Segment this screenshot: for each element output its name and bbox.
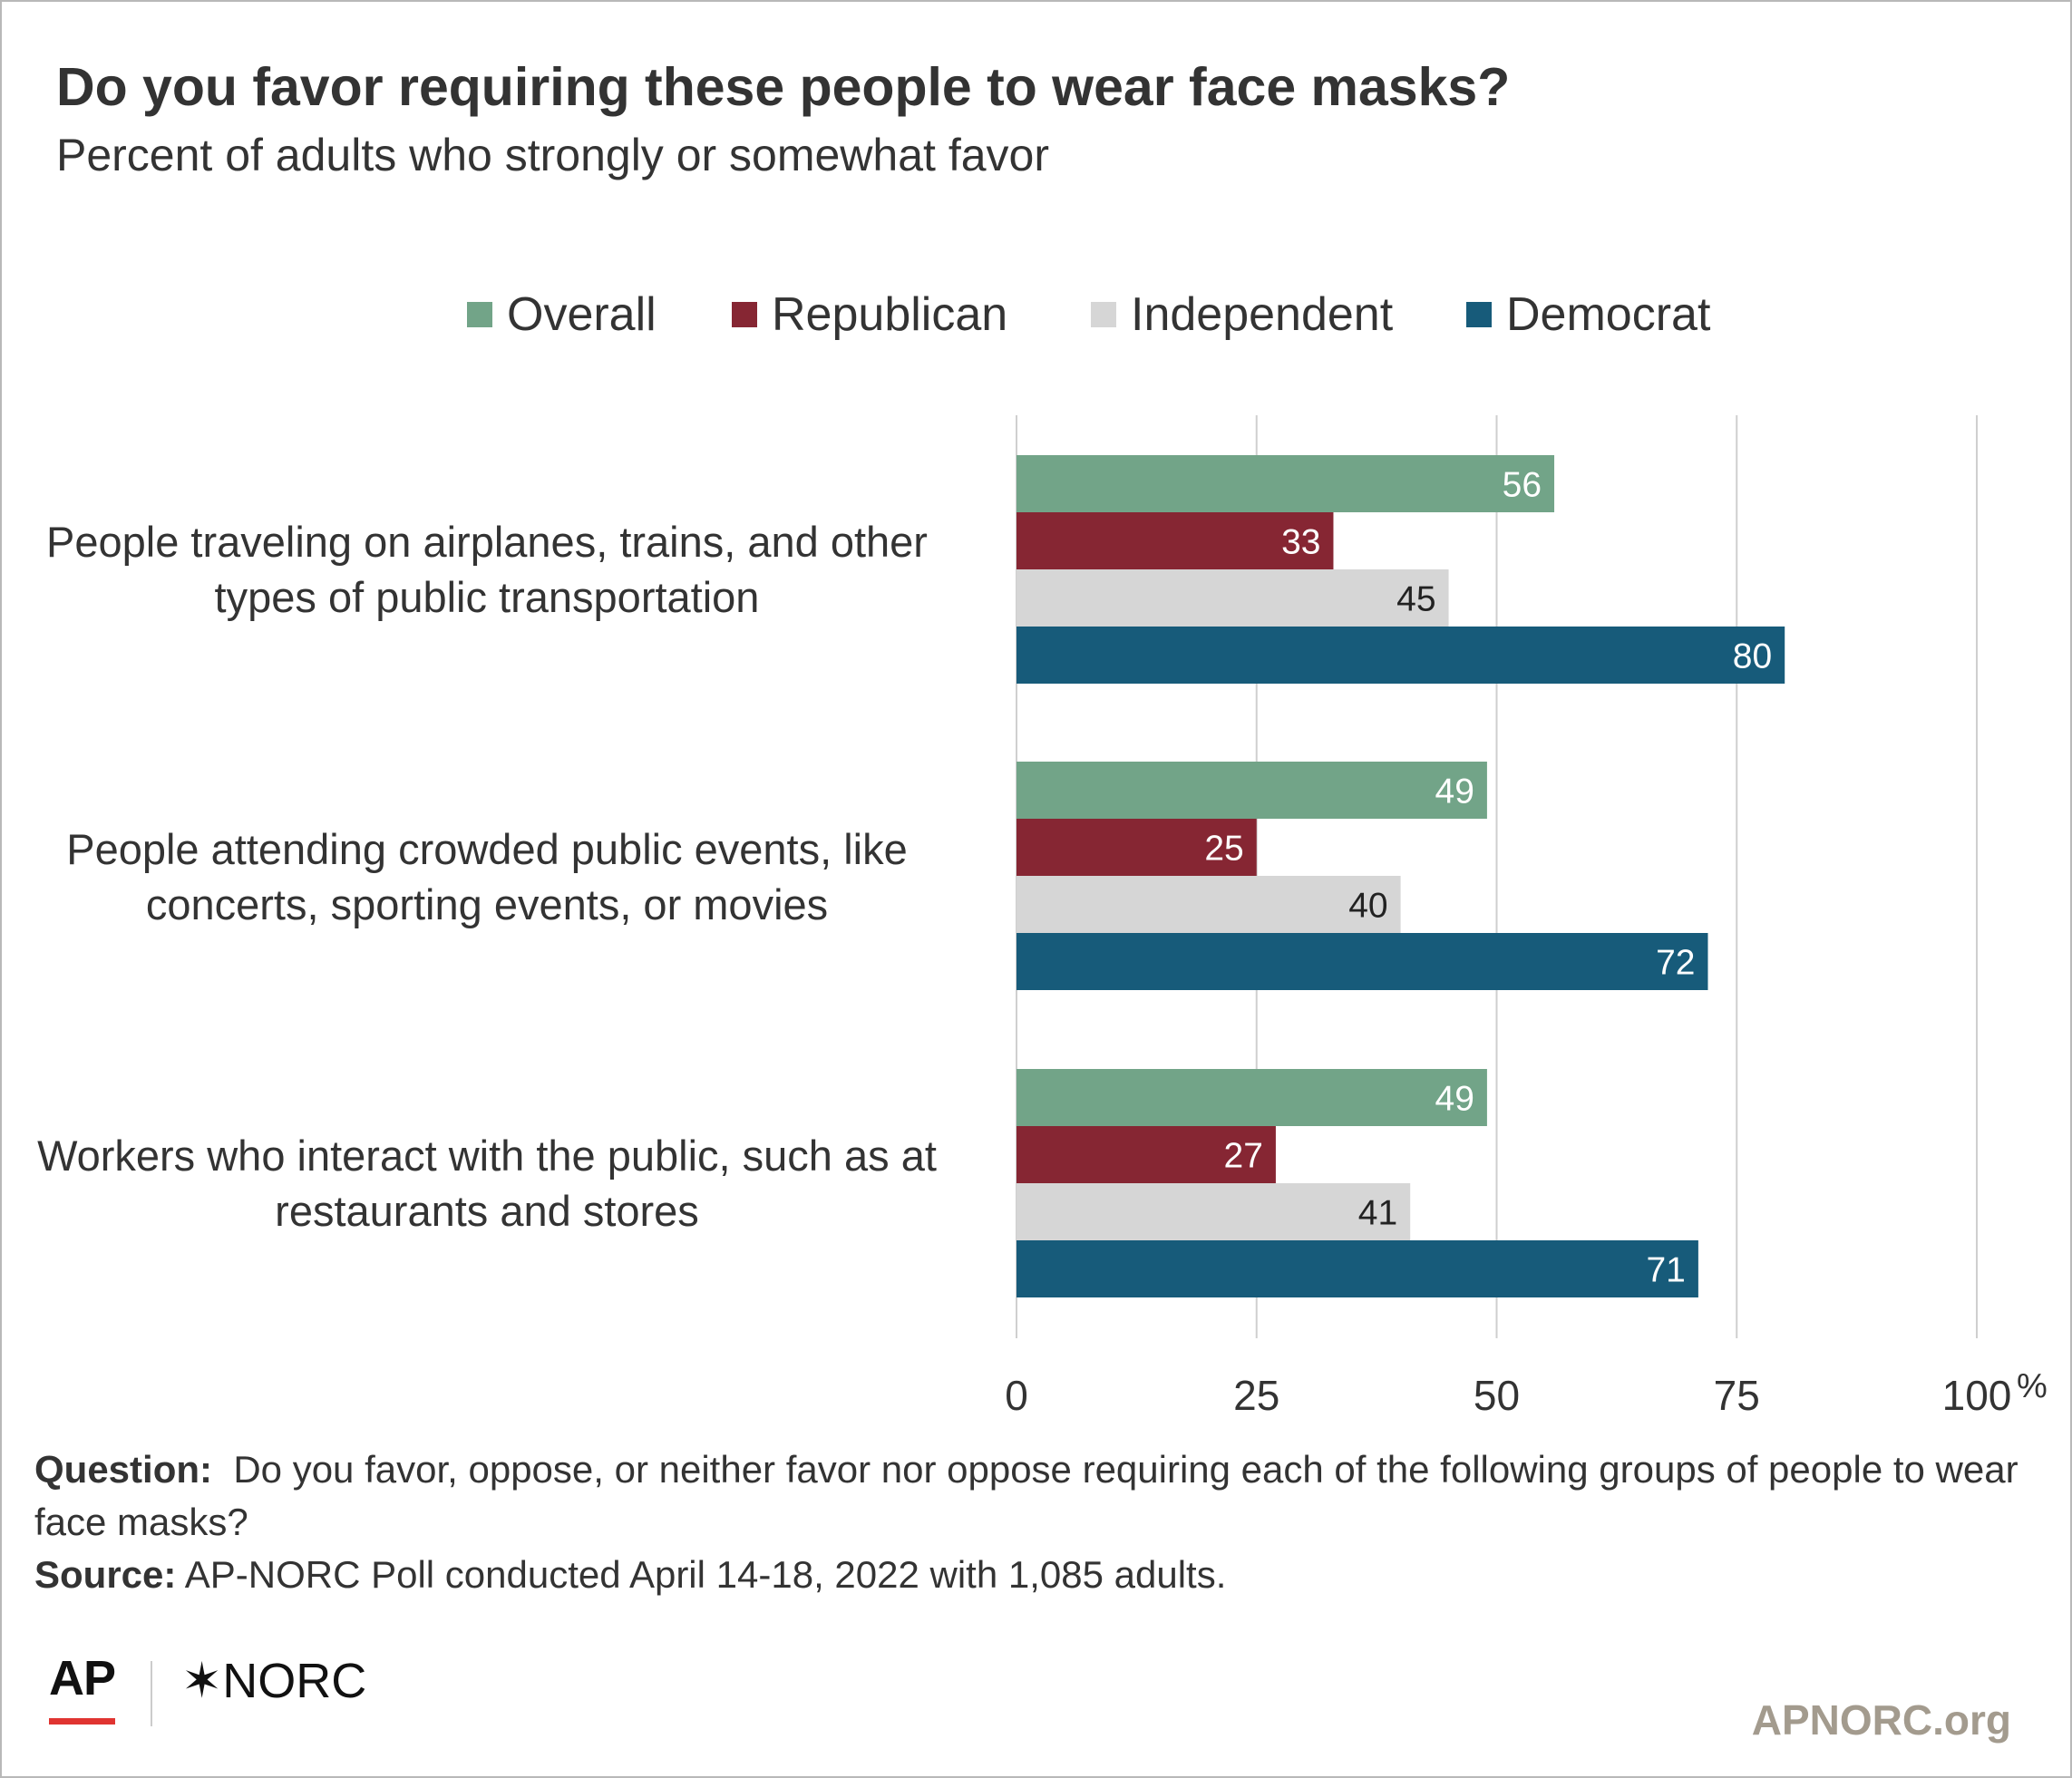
source-text: AP-NORC Poll conducted April 14-18, 2022… (184, 1553, 1227, 1596)
bar-chart: 56 33 45 80 49 25 40 72 49 27 41 71 0 25 50 75 100% (1005, 415, 2048, 1419)
category-label-line: types of public transportation (214, 573, 760, 621)
question-label: Question: (34, 1448, 212, 1491)
category-label-transportation: People traveling on airplanes, trains, a… (0, 514, 974, 625)
bar-value-label: 80 (1733, 637, 1772, 676)
x-unit-label: % (2017, 1367, 2048, 1405)
bar-independent (1017, 876, 1401, 933)
source-label: Source: (34, 1553, 177, 1596)
bar-value-label: 49 (1435, 1080, 1474, 1119)
footnote: Question: Do you favor, oppose, or neith… (34, 1443, 2029, 1601)
bar-republican (1017, 819, 1257, 876)
bar-democrat (1017, 627, 1785, 684)
bar-value-label: 56 (1503, 466, 1542, 505)
legend-swatch-democrat (1466, 302, 1492, 327)
bar-value-label: 45 (1396, 580, 1435, 619)
legend-item-independent: Independent (1091, 283, 1393, 346)
bar-value-label: 49 (1435, 772, 1474, 811)
question-note: Question: Do you favor, oppose, or neith… (34, 1443, 2029, 1549)
bar-republican (1017, 1126, 1276, 1183)
bar-overall (1017, 1069, 1487, 1126)
x-tick-label: 75 (1714, 1372, 1760, 1419)
bar-democrat (1017, 933, 1708, 990)
legend-item-overall: Overall (467, 283, 657, 346)
bar-overall (1017, 762, 1487, 819)
x-tick-label: 0 (1005, 1372, 1028, 1419)
bar-value-label: 27 (1224, 1137, 1263, 1176)
chart-title: Do you favor requiring these people to w… (56, 57, 1511, 117)
legend-swatch-republican (732, 302, 757, 327)
chart-subtitle: Percent of adults who strongly or somewh… (56, 130, 1049, 180)
category-label-line: People traveling on airplanes, trains, a… (46, 518, 928, 566)
bar-republican (1017, 512, 1334, 569)
legend-label-overall: Overall (507, 288, 657, 341)
category-label-line: Workers who interact with the public, su… (37, 1132, 937, 1180)
bar-overall (1017, 455, 1555, 512)
bar-value-label: 41 (1358, 1194, 1397, 1233)
bar-value-label: 33 (1281, 523, 1320, 562)
bar-value-label: 71 (1646, 1251, 1685, 1290)
legend-item-republican: Republican (732, 283, 1007, 346)
x-tick-label: 25 (1233, 1372, 1279, 1419)
legend-label-republican: Republican (772, 288, 1008, 341)
legend-swatch-overall (467, 302, 492, 327)
bar-value-label: 25 (1204, 830, 1243, 869)
source-note: Source: AP-NORC Poll conducted April 14-… (34, 1549, 2029, 1601)
category-label-line: restaurants and stores (275, 1187, 699, 1235)
category-label-line: People attending crowded public events, … (66, 825, 908, 873)
bar-value-label: 72 (1656, 944, 1695, 983)
ap-logo: AP (49, 1651, 116, 1705)
legend-label-democrat: Democrat (1506, 288, 1711, 341)
legend-item-democrat: Democrat (1466, 283, 1710, 346)
ap-logo-underline (49, 1718, 115, 1725)
legend-swatch-independent (1091, 302, 1116, 327)
category-label-crowded-events: People attending crowded public events, … (0, 821, 974, 932)
legend-label-independent: Independent (1131, 288, 1394, 341)
category-label-workers: Workers who interact with the public, su… (0, 1128, 974, 1239)
question-text: Do you favor, oppose, or neither favor n… (34, 1448, 2018, 1543)
legend: Overall Republican Independent Democrat (0, 283, 2072, 346)
x-tick-label: 50 (1474, 1372, 1520, 1419)
website-link[interactable]: APNORC.org (1751, 1696, 2011, 1744)
norc-logo: ✶NORC (181, 1654, 367, 1708)
x-tick-label: 100 (1942, 1372, 2012, 1419)
bar-independent (1017, 1183, 1411, 1240)
bar-independent (1017, 569, 1449, 627)
category-label-line: concerts, sporting events, or movies (145, 880, 829, 928)
bar-democrat (1017, 1240, 1698, 1297)
bar-value-label: 40 (1348, 887, 1387, 926)
logo-divider (151, 1661, 152, 1726)
